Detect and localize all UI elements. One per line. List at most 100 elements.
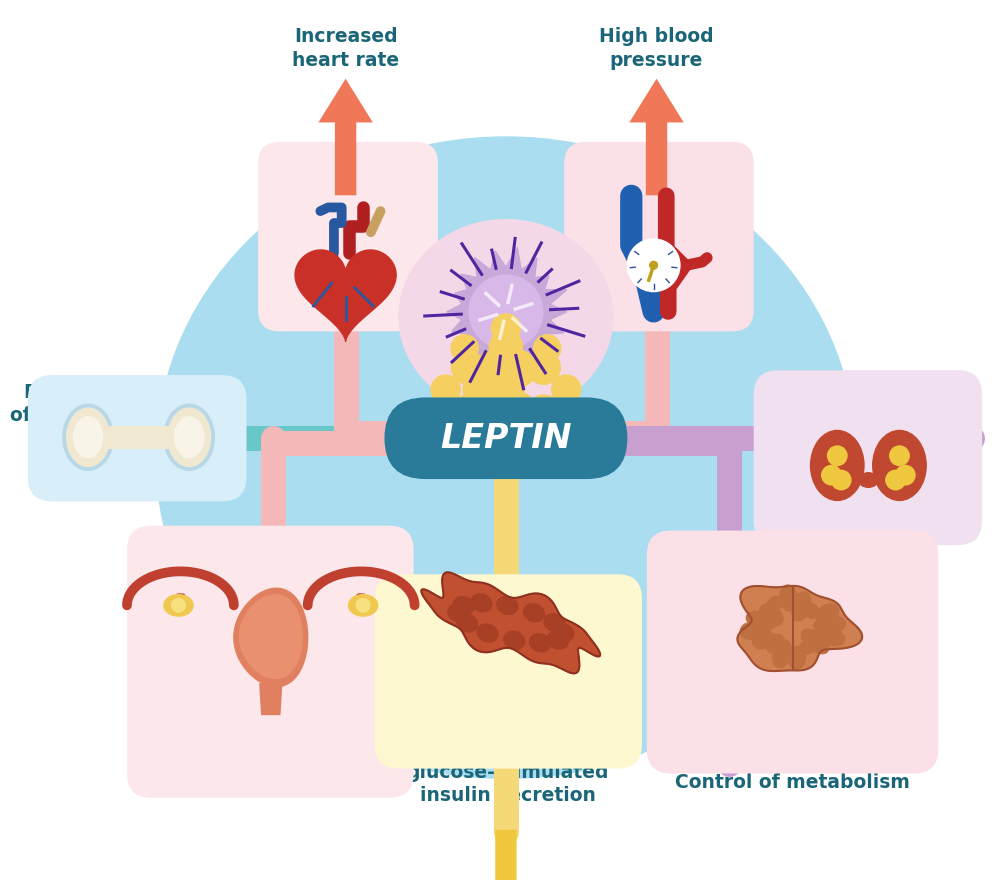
Ellipse shape	[859, 472, 878, 488]
Ellipse shape	[753, 630, 774, 649]
Circle shape	[356, 598, 370, 613]
FancyBboxPatch shape	[754, 371, 982, 545]
Text: Regulation
of bone mass: Regulation of bone mass	[10, 383, 151, 425]
Ellipse shape	[760, 604, 783, 625]
Ellipse shape	[547, 631, 568, 649]
Ellipse shape	[453, 597, 474, 614]
Text: Regulate appetite.
Control of metabolism: Regulate appetite. Control of metabolism	[675, 749, 910, 792]
Ellipse shape	[175, 417, 204, 458]
Circle shape	[831, 471, 851, 489]
Circle shape	[527, 351, 560, 384]
Ellipse shape	[164, 595, 193, 616]
Ellipse shape	[448, 604, 469, 622]
Circle shape	[452, 395, 485, 428]
Ellipse shape	[801, 630, 829, 654]
Text: Decreases
glucose-stimulated
insulin secretion: Decreases glucose-stimulated insulin sec…	[407, 739, 609, 805]
Ellipse shape	[349, 595, 378, 616]
Text: Regulate synthesis
of thyroid hormones: Regulate synthesis of thyroid hormones	[772, 380, 978, 420]
Ellipse shape	[799, 640, 815, 655]
Circle shape	[828, 446, 847, 465]
Ellipse shape	[780, 585, 797, 611]
Ellipse shape	[497, 597, 518, 614]
Circle shape	[500, 392, 537, 430]
Circle shape	[822, 465, 841, 485]
Text: LEPTIN: LEPTIN	[440, 421, 572, 455]
Circle shape	[491, 437, 520, 465]
Polygon shape	[85, 426, 192, 449]
Ellipse shape	[156, 137, 856, 779]
Text: Regulating the
menstrual cycle: Regulating the menstrual cycle	[187, 749, 355, 792]
Ellipse shape	[74, 417, 103, 458]
Circle shape	[491, 313, 520, 343]
Ellipse shape	[457, 614, 478, 632]
Polygon shape	[318, 79, 373, 196]
Ellipse shape	[471, 594, 492, 612]
Polygon shape	[629, 79, 684, 196]
Circle shape	[469, 275, 543, 349]
Polygon shape	[234, 588, 308, 687]
Circle shape	[475, 392, 512, 430]
Circle shape	[534, 417, 561, 445]
Circle shape	[451, 335, 478, 362]
Polygon shape	[479, 830, 533, 893]
Ellipse shape	[814, 616, 845, 634]
Ellipse shape	[399, 220, 613, 414]
Circle shape	[890, 446, 909, 465]
Ellipse shape	[816, 627, 845, 646]
Ellipse shape	[811, 430, 864, 500]
Polygon shape	[239, 595, 302, 679]
FancyBboxPatch shape	[384, 397, 627, 479]
Ellipse shape	[164, 405, 214, 471]
Circle shape	[896, 465, 915, 485]
FancyBboxPatch shape	[258, 142, 438, 331]
Ellipse shape	[773, 640, 791, 668]
Ellipse shape	[477, 624, 498, 642]
Circle shape	[172, 598, 185, 613]
Circle shape	[452, 351, 485, 384]
Circle shape	[552, 375, 581, 405]
Ellipse shape	[767, 597, 783, 611]
Circle shape	[489, 416, 522, 449]
Ellipse shape	[504, 631, 525, 649]
FancyBboxPatch shape	[127, 526, 414, 797]
Ellipse shape	[803, 603, 819, 619]
Circle shape	[500, 350, 537, 387]
Circle shape	[527, 395, 560, 428]
Polygon shape	[259, 683, 282, 715]
Circle shape	[650, 262, 658, 269]
FancyBboxPatch shape	[647, 530, 938, 773]
Ellipse shape	[63, 405, 113, 471]
Ellipse shape	[792, 592, 811, 621]
Circle shape	[431, 375, 460, 405]
Ellipse shape	[740, 622, 764, 639]
FancyBboxPatch shape	[375, 574, 642, 769]
Ellipse shape	[816, 605, 839, 623]
Circle shape	[534, 335, 561, 362]
Circle shape	[628, 240, 679, 290]
Polygon shape	[295, 250, 396, 341]
Ellipse shape	[530, 634, 550, 652]
Ellipse shape	[766, 634, 785, 654]
Circle shape	[886, 471, 905, 489]
FancyBboxPatch shape	[564, 142, 754, 331]
FancyBboxPatch shape	[28, 375, 246, 501]
Text: High blood
pressure: High blood pressure	[599, 27, 714, 70]
Circle shape	[489, 330, 522, 363]
Text: Activate
immune cells: Activate immune cells	[436, 354, 576, 396]
Ellipse shape	[553, 623, 574, 642]
Polygon shape	[737, 586, 862, 671]
Ellipse shape	[873, 430, 926, 500]
Text: Increased
heart rate: Increased heart rate	[292, 27, 399, 70]
Circle shape	[451, 417, 478, 445]
Ellipse shape	[788, 647, 805, 669]
Circle shape	[463, 371, 500, 408]
Circle shape	[475, 350, 512, 387]
Ellipse shape	[746, 611, 776, 630]
Ellipse shape	[168, 408, 211, 466]
Circle shape	[487, 371, 524, 408]
Ellipse shape	[67, 408, 109, 466]
Ellipse shape	[544, 613, 565, 631]
Polygon shape	[421, 572, 600, 673]
Polygon shape	[447, 247, 567, 366]
Ellipse shape	[524, 604, 544, 622]
